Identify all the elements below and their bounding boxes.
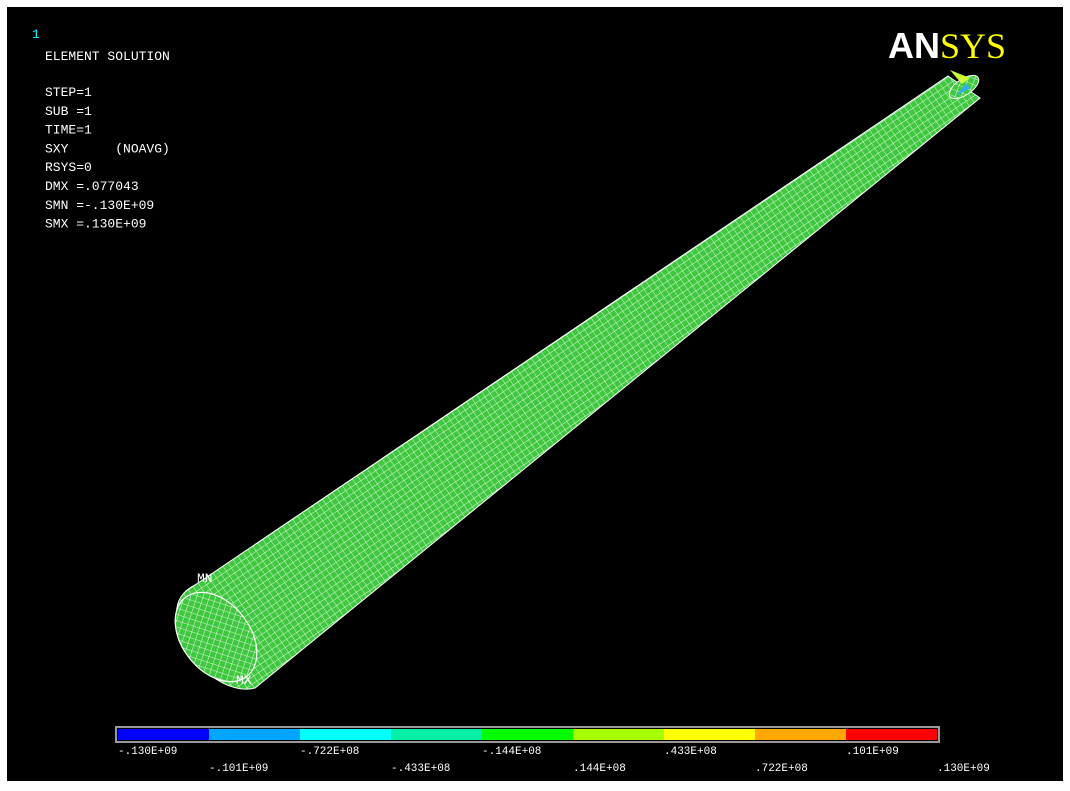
window-number: 1 bbox=[32, 27, 40, 42]
ansys-window: 1 ELEMENT SOLUTION STEP=1 SUB =1 TIME=1 SXY… bbox=[0, 0, 1070, 791]
header-line: SUB =1 bbox=[45, 104, 92, 119]
page: 1 ELEMENT SOLUTION STEP=1 SUB =1 TIME=1 SXY… bbox=[0, 0, 1070, 791]
legend-label: -.144E+08 bbox=[482, 746, 541, 758]
legend-label: .433E+08 bbox=[664, 746, 717, 758]
legend-label: -.722E+08 bbox=[300, 746, 359, 758]
legend-label: .130E+09 bbox=[937, 763, 990, 775]
legend-swatch bbox=[391, 729, 482, 740]
legend-swatch bbox=[209, 729, 300, 740]
logo-an: AN bbox=[888, 25, 940, 66]
legend-swatch bbox=[664, 729, 755, 740]
legend-label: .722E+08 bbox=[755, 763, 808, 775]
logo: ANSYS bbox=[888, 25, 1006, 66]
legend-swatch bbox=[846, 729, 937, 740]
legend-label: .144E+08 bbox=[573, 763, 626, 775]
legend-swatch bbox=[573, 729, 664, 740]
header-line: SMX =.130E+09 bbox=[45, 217, 146, 232]
legend-label: -.130E+09 bbox=[118, 746, 177, 758]
logo-sys: SYS bbox=[940, 26, 1006, 66]
min-marker: MN bbox=[197, 571, 213, 586]
header-line: SMN =-.130E+09 bbox=[45, 198, 154, 213]
header-line: STEP=1 bbox=[45, 85, 92, 100]
header-line: RSYS=0 bbox=[45, 160, 92, 175]
legend-swatch bbox=[300, 729, 391, 740]
legend-label: .101E+09 bbox=[846, 746, 899, 758]
max-marker: MX bbox=[236, 673, 252, 688]
legend-swatch bbox=[118, 729, 209, 740]
result-title: ELEMENT SOLUTION bbox=[45, 49, 170, 64]
legend-label: -.433E+08 bbox=[391, 763, 450, 775]
legend-swatch bbox=[482, 729, 573, 740]
legend-swatch bbox=[755, 729, 846, 740]
header-line: DMX =.077043 bbox=[45, 179, 139, 194]
legend-label: -.101E+09 bbox=[209, 763, 268, 775]
header-line: TIME=1 bbox=[45, 123, 92, 138]
header-line: SXY (NOAVG) bbox=[45, 141, 170, 156]
